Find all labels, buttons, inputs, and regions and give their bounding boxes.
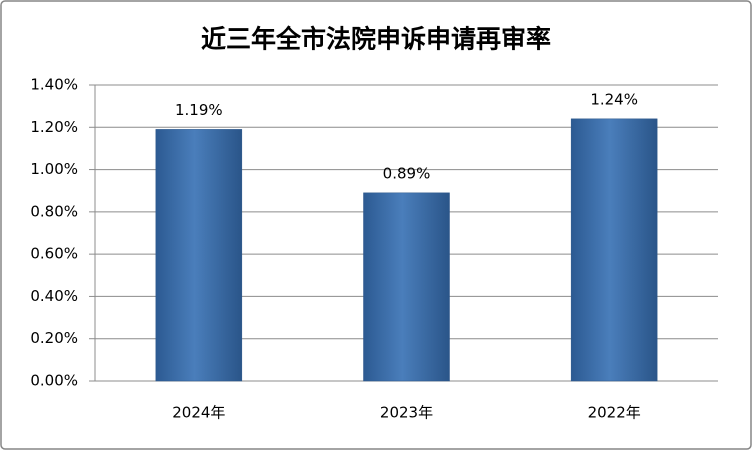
bar [155,129,243,382]
y-tick-label: 0.20% [30,329,78,347]
y-tick-label: 1.20% [30,118,78,136]
x-tick-label: 2022年 [588,404,641,422]
x-tick-label: 2024年 [172,404,225,422]
y-tick-label: 0.60% [30,245,78,263]
value-label: 1.24% [590,90,638,108]
x-tick-label: 2023年 [380,404,433,422]
y-tick-label: 1.00% [30,160,78,178]
bar [570,118,658,382]
y-tick-label: 0.40% [30,287,78,305]
value-label: 1.19% [175,101,223,119]
chart-title: 近三年全市法院申诉申请再审率 [201,25,551,54]
y-tick-label: 0.00% [30,372,78,390]
bar [363,192,450,382]
y-tick-label: 0.80% [30,202,78,220]
y-tick-label: 1.40% [30,76,78,94]
value-label: 0.89% [383,164,431,182]
